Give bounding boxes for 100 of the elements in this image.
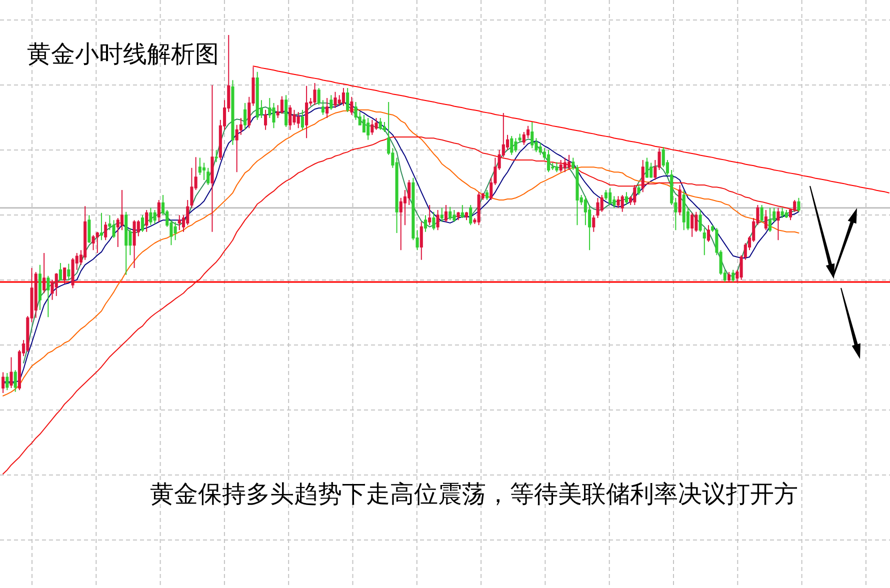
candlestick [568,154,571,170]
candlestick [2,372,5,394]
candlestick [288,104,292,130]
candlestick [514,138,518,153]
candlestick [469,204,472,226]
candlestick [284,94,288,128]
candlestick [624,192,628,206]
candlestick [428,204,432,226]
candlestick [382,121,386,133]
candlestick [764,210,768,231]
candlestick [424,214,428,232]
candlestick [300,109,304,130]
candlestick [145,210,148,232]
candlestick [296,111,300,129]
candlestick [444,204,448,222]
candlestick [776,207,780,241]
candlestick [280,96,284,114]
candlestick [448,206,452,221]
candlestick [464,211,468,221]
candlestick [645,157,648,178]
candlestick [760,204,764,222]
candlestick [334,91,337,109]
candlestick [706,224,710,242]
candlestick [210,84,214,232]
candlestick [637,184,640,196]
candlestick [370,119,374,136]
candlestick [559,159,562,173]
candlestick [202,162,206,180]
candlestick [140,214,144,232]
candlestick [682,190,686,231]
candlestick [104,221,108,241]
candlestick [38,264,42,310]
candlestick [174,221,177,241]
candlestick [14,370,17,392]
candlestick [214,149,218,163]
candlestick [132,220,136,269]
candlestick [96,231,99,254]
candlestick [547,149,550,173]
candlestick [510,135,514,156]
chart-title: 黄金小时线解析图 [27,40,219,68]
candlestick [780,207,784,218]
candlestick [326,98,329,119]
candlestick [432,211,436,231]
candlestick [768,207,772,232]
candlestick [42,252,46,294]
candlestick [244,102,247,130]
candlestick [206,167,210,186]
candlestick [436,210,440,231]
candlestick [92,234,95,251]
candlestick [678,184,682,216]
candlestick [321,100,324,116]
candlestick [63,268,66,284]
candlestick [596,197,600,218]
candlestick [555,162,558,173]
candlestick [153,210,156,225]
candlestick [518,133,522,143]
candlestick [604,190,608,201]
candlestick [178,214,181,231]
candlestick [46,275,50,318]
candlestick [231,80,234,146]
candlestick [563,157,566,173]
candlestick [10,356,13,388]
candlestick [378,118,382,130]
candlestick [346,87,350,112]
candlestick [698,210,702,232]
candlestick [157,200,160,222]
candlestick [149,207,152,226]
candlestick [690,212,694,238]
candlestick [58,262,62,280]
candlestick [124,211,128,276]
candlestick [592,214,596,232]
candlestick [100,212,104,241]
candlestick [732,269,735,283]
candlestick [350,96,354,116]
candlestick [633,184,636,206]
candlestick [608,187,612,206]
candlestick [797,197,800,212]
candlestick [54,272,58,296]
candlestick [702,227,706,256]
candlestick [342,87,345,106]
candlestick [330,94,333,110]
candlestick [67,263,70,280]
candlestick [452,210,456,222]
candlestick [440,207,444,222]
candlestick [616,196,620,208]
candlestick [305,85,308,139]
candlestick [727,272,731,283]
candlestick [460,204,464,218]
candlestick [530,121,534,149]
candlestick [313,82,316,106]
candlestick [650,162,653,178]
candlestick [485,190,489,201]
candlestick [420,221,423,260]
candlestick [366,118,370,140]
candlestick [456,211,460,221]
candlestick [641,159,644,193]
candlestick [6,372,9,391]
candlestick [784,210,788,218]
candlestick [264,109,268,130]
candlestick [317,87,320,106]
